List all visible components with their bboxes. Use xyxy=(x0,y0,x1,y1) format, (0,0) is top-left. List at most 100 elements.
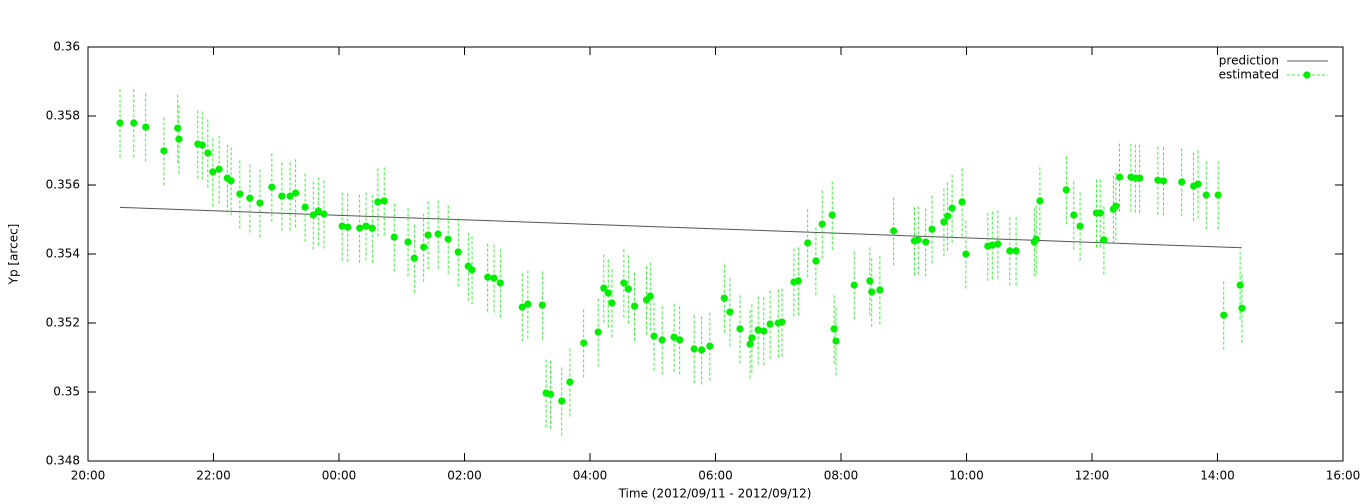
x-tick-label: 08:00 xyxy=(824,469,859,483)
data-point xyxy=(890,227,898,235)
data-point xyxy=(209,168,217,176)
data-point xyxy=(344,223,352,231)
data-point xyxy=(1012,247,1020,255)
data-point xyxy=(1178,178,1186,186)
data-point xyxy=(812,257,820,265)
data-point xyxy=(736,325,744,333)
plot-frame xyxy=(87,46,1344,462)
legend-label: estimated xyxy=(1219,68,1279,82)
data-point xyxy=(594,328,602,336)
data-point xyxy=(1100,236,1108,244)
x-tick-label: 02:00 xyxy=(447,469,482,483)
data-point xyxy=(390,233,398,241)
data-point xyxy=(368,224,376,232)
data-point xyxy=(116,119,124,127)
prediction-line xyxy=(119,206,1242,249)
data-point xyxy=(866,277,874,285)
data-point xyxy=(301,203,309,211)
data-point xyxy=(227,177,235,185)
data-point xyxy=(524,300,532,308)
data-point xyxy=(160,147,168,155)
y-tick-label: 0.358 xyxy=(46,109,80,123)
y-tick-label: 0.356 xyxy=(46,178,80,192)
data-point xyxy=(676,336,684,344)
data-point xyxy=(818,220,826,228)
data-point xyxy=(1214,191,1222,199)
x-tick-label: 10:00 xyxy=(949,469,984,483)
y-tick-label: 0.35 xyxy=(53,385,80,399)
x-tick-label: 00:00 xyxy=(322,469,357,483)
data-point xyxy=(215,165,223,173)
data-point xyxy=(624,285,632,293)
data-point xyxy=(778,318,786,326)
data-point xyxy=(600,284,608,292)
data-point xyxy=(236,190,244,198)
data-point xyxy=(566,378,574,386)
data-point xyxy=(994,240,1002,248)
data-point xyxy=(1136,174,1144,182)
data-point xyxy=(876,286,884,294)
y-axis-label: Yp [arcec] xyxy=(7,224,21,286)
data-point xyxy=(338,222,346,230)
data-point xyxy=(246,194,254,202)
data-point xyxy=(292,189,300,197)
data-point xyxy=(720,294,728,302)
data-point xyxy=(490,274,498,282)
data-point xyxy=(1006,247,1014,255)
y-tick-label: 0.348 xyxy=(46,454,80,468)
data-point xyxy=(928,225,936,233)
data-point xyxy=(468,266,476,274)
x-tick-label: 22:00 xyxy=(196,469,231,483)
data-point xyxy=(1159,177,1168,185)
data-point xyxy=(204,149,212,157)
data-point xyxy=(1194,180,1202,188)
data-point xyxy=(546,390,555,398)
data-point xyxy=(940,218,948,226)
data-point xyxy=(726,308,734,316)
data-point xyxy=(914,236,922,244)
data-point xyxy=(320,210,328,218)
data-point xyxy=(175,135,183,143)
data-point xyxy=(646,292,654,300)
data-point xyxy=(404,238,412,246)
data-point xyxy=(650,332,658,340)
data-point xyxy=(286,192,294,200)
data-point xyxy=(804,239,812,247)
data-point xyxy=(420,243,428,251)
data-point xyxy=(868,288,876,296)
data-point xyxy=(278,192,286,200)
data-point xyxy=(698,346,706,354)
data-point xyxy=(608,299,616,307)
data-point xyxy=(1032,235,1040,243)
x-tick-label: 12:00 xyxy=(1075,469,1110,483)
data-point xyxy=(958,198,966,206)
data-point xyxy=(1062,186,1070,194)
data-point xyxy=(1116,173,1124,181)
data-point xyxy=(948,204,956,212)
data-point xyxy=(1096,209,1104,217)
data-point xyxy=(309,211,317,219)
data-point xyxy=(1036,197,1044,205)
x-tick-label: 14:00 xyxy=(1200,469,1235,483)
legend-label: prediction xyxy=(1219,54,1279,68)
data-point xyxy=(706,342,714,350)
y-tick-label: 0.354 xyxy=(46,247,80,261)
data-point xyxy=(1220,311,1228,319)
data-point xyxy=(658,336,666,344)
data-point xyxy=(268,183,276,191)
data-point xyxy=(746,340,754,348)
data-point xyxy=(434,230,442,238)
data-point xyxy=(944,212,952,220)
data-point xyxy=(444,235,452,243)
data-point xyxy=(630,302,639,310)
data-point xyxy=(130,119,138,127)
data-point xyxy=(362,222,370,230)
data-point xyxy=(1076,222,1084,230)
data-point xyxy=(1070,211,1078,219)
data-point xyxy=(620,279,628,287)
data-point xyxy=(558,397,566,405)
x-axis-label: Time (2012/09/11 - 2012/09/12) xyxy=(618,487,812,501)
y-tick-label: 0.36 xyxy=(53,40,80,54)
data-point xyxy=(518,303,526,311)
